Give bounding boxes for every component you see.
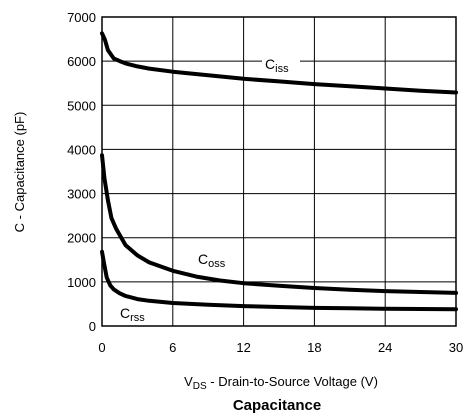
x-tick-label-18: 18 [307, 340, 321, 355]
x-tick-label-0: 0 [98, 340, 105, 355]
series-label-bg-oss [196, 249, 232, 271]
y-tick-label-6000: 6000 [67, 54, 96, 69]
y-tick-label-1000: 1000 [67, 275, 96, 290]
y-tick-label-2000: 2000 [67, 231, 96, 246]
series-label-bg-iss [262, 54, 300, 76]
x-tick-label-30: 30 [449, 340, 463, 355]
y-tick-label-7000: 7000 [67, 10, 96, 25]
series-line-rss [100, 249, 458, 312]
series-label-iss: Ciss [265, 56, 289, 75]
series-label-oss: Coss [198, 251, 226, 270]
y-tick-label-0: 0 [89, 319, 96, 334]
x-tick-label-24: 24 [378, 340, 392, 355]
x-tick-label-12: 12 [236, 340, 250, 355]
grid-lines [102, 17, 456, 326]
chart-title: Capacitance [233, 397, 321, 414]
series-labels: Ciss Coss Crss [118, 54, 300, 324]
series-label-bg-rss [118, 303, 150, 324]
y-tick-label-5000: 5000 [67, 98, 96, 113]
x-tick-label-6: 6 [169, 340, 176, 355]
series-lines [100, 31, 458, 312]
series-label-rss: Crss [120, 305, 145, 324]
x-tick-labels: 0 6 12 18 24 30 [98, 340, 463, 355]
y-tick-label-4000: 4000 [67, 142, 96, 157]
x-axis-label: VDS - Drain-to-Source Voltage (V) [184, 374, 378, 392]
y-tick-labels: 0 1000 2000 3000 4000 5000 6000 7000 [67, 10, 96, 334]
y-axis-label: C - Capacitance (pF) [12, 112, 27, 233]
series-line-iss [100, 31, 458, 95]
y-tick-label-3000: 3000 [67, 187, 96, 202]
series-line-oss [100, 153, 458, 295]
